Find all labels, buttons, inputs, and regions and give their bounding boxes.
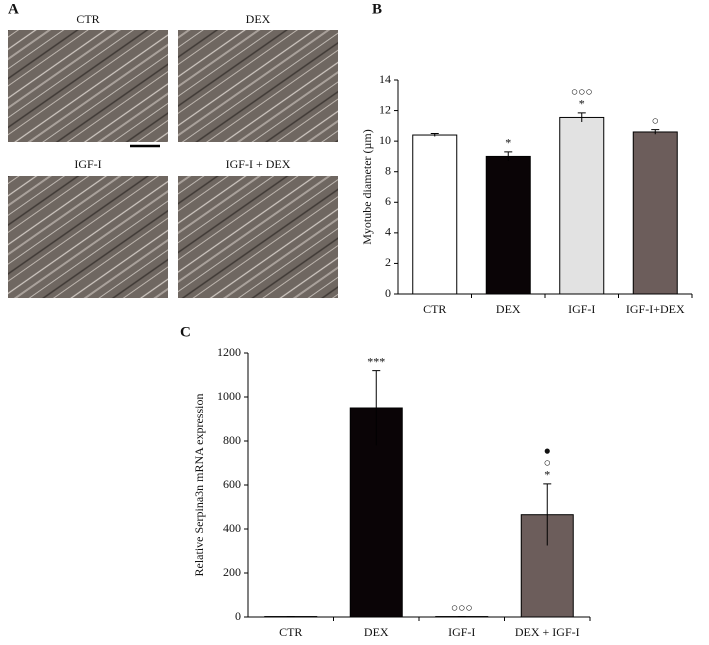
bar [560, 117, 604, 294]
micrograph [8, 30, 168, 142]
significance-mark: ○○○ [451, 600, 473, 614]
x-tick-label: CTR [423, 302, 446, 316]
image-label: IGF-I + DEX [226, 157, 291, 171]
significance-mark: *** [367, 354, 385, 368]
x-tick-label: CTR [279, 625, 302, 639]
y-tick-label: 1200 [217, 345, 241, 359]
image-label: CTR [76, 12, 99, 26]
bar [413, 135, 457, 294]
y-tick-label: 14 [379, 72, 391, 86]
x-tick-label: DEX [496, 302, 521, 316]
x-tick-label: IGF-I [568, 302, 595, 316]
y-tick-label: 600 [223, 477, 241, 491]
micrograph [178, 176, 338, 298]
y-tick-label: 8 [385, 163, 391, 177]
image-label: DEX [246, 12, 271, 26]
y-tick-label: 400 [223, 521, 241, 535]
y-tick-label: 1000 [217, 389, 241, 403]
panel-label: B [372, 1, 382, 17]
micrograph [178, 30, 338, 142]
x-tick-label: IGF-I+DEX [626, 302, 685, 316]
significance-mark: ○ [652, 113, 659, 127]
y-tick-label: 6 [385, 194, 391, 208]
micrograph [8, 176, 168, 298]
bar [633, 132, 677, 294]
bar [486, 156, 530, 294]
image-label: IGF-I [74, 157, 101, 171]
y-tick-label: 10 [379, 133, 391, 147]
y-tick-label: 2 [385, 255, 391, 269]
x-tick-label: IGF-I [448, 625, 475, 639]
significance-mark: * [544, 468, 550, 482]
y-axis-label: Relative Serpina3n mRNA expression [192, 394, 206, 577]
x-tick-label: DEX [364, 625, 389, 639]
y-tick-label: 800 [223, 433, 241, 447]
x-tick-label: DEX + IGF-I [515, 625, 580, 639]
y-tick-label: 0 [385, 286, 391, 300]
y-tick-label: 4 [385, 225, 391, 239]
panel-label: C [180, 324, 191, 340]
y-axis-label: Myotube diameter (µm) [360, 129, 374, 245]
y-tick-label: 12 [379, 102, 391, 116]
significance-mark: * [579, 97, 585, 111]
panel-label: A [8, 1, 19, 17]
y-tick-label: 0 [235, 609, 241, 623]
y-tick-label: 200 [223, 565, 241, 579]
significance-mark: * [505, 136, 511, 150]
